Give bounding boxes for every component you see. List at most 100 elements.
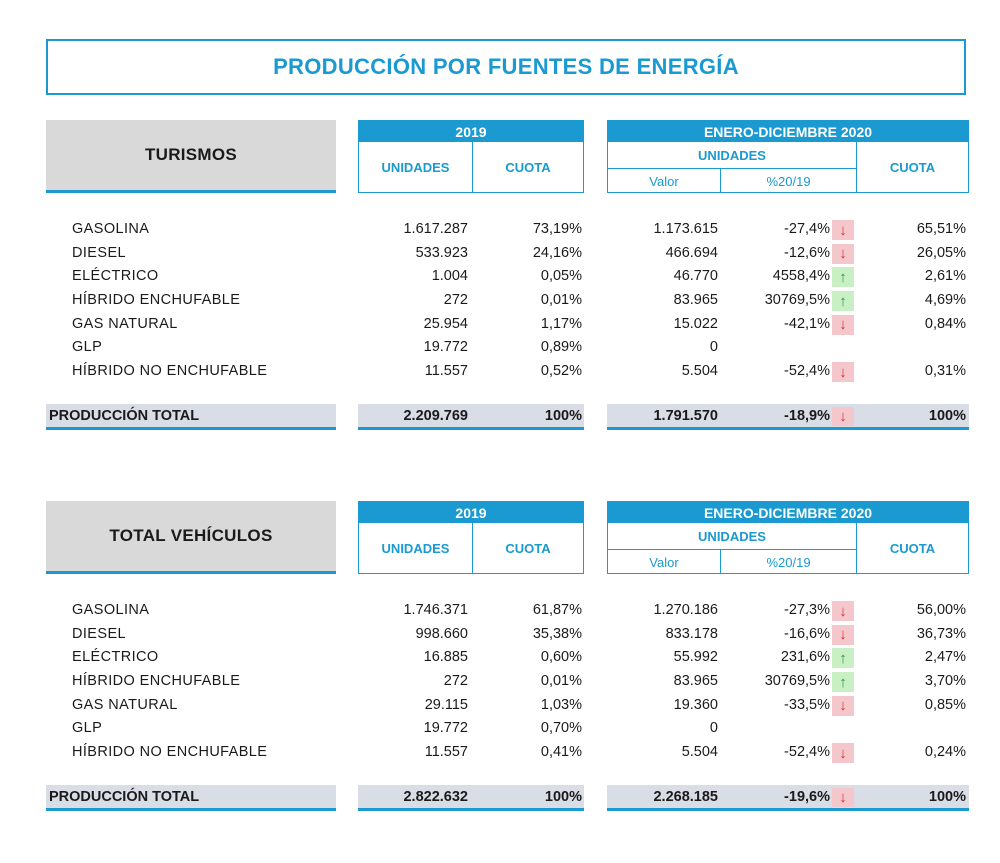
- trend-down-arrow-icon: ↓: [832, 743, 854, 764]
- energy-source-name: DIESEL: [72, 625, 126, 642]
- total-units-2019: 2.209.769: [403, 408, 468, 424]
- units-2020: 833.178: [665, 625, 718, 642]
- col-unidades-2020: UNIDADES: [698, 528, 766, 544]
- units-2020: 466.694: [665, 244, 718, 261]
- col-cuota-2020: CUOTA: [889, 541, 936, 556]
- trend-down-arrow-icon: ↓: [832, 362, 854, 383]
- units-2019: 1.004: [431, 268, 468, 285]
- share-2019: 0,01%: [540, 292, 582, 309]
- table-row: GASOLINA 1.746.371 61,87% 1.270.186 -27,…: [0, 599, 1000, 623]
- units-2019: 272: [443, 673, 468, 690]
- table-row: HÍBRIDO ENCHUFABLE 272 0,01% 83.965 3076…: [0, 670, 1000, 694]
- share-2020: 0,24%: [924, 744, 966, 761]
- energy-source-name: DIESEL: [72, 244, 126, 261]
- pct-change: 4558,4%: [772, 268, 830, 285]
- total-pct-change: -18,9%: [784, 408, 830, 424]
- share-2019: 24,16%: [532, 244, 582, 261]
- col-pct-2020: %20/19: [766, 554, 811, 570]
- section-turismos: TURISMOS 2019 UNIDADES CUOTA ENERO-DICIE…: [0, 120, 1000, 440]
- share-2019: 1,03%: [540, 696, 582, 713]
- col-cuota-2019: CUOTA: [505, 160, 551, 175]
- units-2020: 83.965: [673, 673, 718, 690]
- trend-down-arrow-icon: ↓: [832, 624, 854, 645]
- pct-change: 231,6%: [780, 649, 830, 666]
- trend-down-arrow-icon: ↓: [832, 243, 854, 264]
- col-pct-2020: %20/19: [766, 173, 811, 189]
- share-2019: 0,52%: [540, 363, 582, 380]
- units-2020: 83.965: [673, 292, 718, 309]
- units-2020: 0: [709, 720, 718, 737]
- table-row: DIESEL 998.660 35,38% 833.178 -16,6% ↓ 3…: [0, 623, 1000, 647]
- trend-up-arrow-icon: ↑: [832, 267, 854, 288]
- share-2020: 2,61%: [924, 268, 966, 285]
- trend-down-arrow-icon: ↓: [832, 695, 854, 716]
- units-2020: 1.173.615: [653, 221, 718, 237]
- energy-source-name: ELÉCTRICO: [72, 268, 159, 285]
- trend-up-arrow-icon: ↑: [832, 291, 854, 312]
- header-2019: 2019 UNIDADES CUOTA: [358, 120, 584, 193]
- pct-change: -33,5%: [784, 696, 830, 713]
- energy-source-name: HÍBRIDO ENCHUFABLE: [72, 292, 241, 309]
- energy-source-name: GLP: [72, 720, 103, 737]
- energy-source-name: HÍBRIDO ENCHUFABLE: [72, 673, 241, 690]
- share-2019: 73,19%: [532, 221, 582, 237]
- energy-source-name: GAS NATURAL: [72, 696, 178, 713]
- table-row: GASOLINA 1.617.287 73,19% 1.173.615 -27,…: [0, 218, 1000, 242]
- total-label: PRODUCCIÓN TOTAL: [49, 789, 200, 805]
- units-2020: 15.022: [673, 315, 718, 332]
- energy-source-name: GASOLINA: [72, 221, 150, 237]
- data-rows: GASOLINA 1.746.371 61,87% 1.270.186 -27,…: [0, 599, 1000, 765]
- header-2020: ENERO-DICIEMBRE 2020 UNIDADES Valor %20/…: [607, 501, 969, 574]
- share-2019: 0,01%: [540, 673, 582, 690]
- units-2019: 998.660: [415, 625, 468, 642]
- total-share-2020: 100%: [928, 408, 966, 424]
- units-2020: 0: [709, 339, 718, 356]
- units-2020: 5.504: [681, 363, 718, 380]
- header-2020: ENERO-DICIEMBRE 2020 UNIDADES Valor %20/…: [607, 120, 969, 193]
- units-2020: 5.504: [681, 744, 718, 761]
- units-2019: 11.557: [424, 744, 468, 761]
- pct-change: -27,4%: [784, 221, 830, 237]
- trend-down-arrow-icon: ↓: [832, 407, 854, 426]
- trend-up-arrow-icon: ↑: [832, 648, 854, 669]
- energy-source-name: HÍBRIDO NO ENCHUFABLE: [72, 363, 268, 380]
- share-2019: 0,60%: [540, 649, 582, 666]
- table-row: GLP 19.772 0,70% 0: [0, 717, 1000, 741]
- col-valor-2020: Valor: [649, 554, 679, 570]
- section-label: TURISMOS: [46, 120, 336, 193]
- trend-down-arrow-icon: ↓: [832, 314, 854, 335]
- header-2019: 2019 UNIDADES CUOTA: [358, 501, 584, 574]
- share-2020: 2,47%: [924, 649, 966, 666]
- share-2019: 0,41%: [540, 744, 582, 761]
- units-2019: 29.115: [424, 696, 468, 713]
- share-2020: 56,00%: [916, 602, 966, 618]
- header-year-2019: 2019: [359, 502, 583, 523]
- total-share-2019: 100%: [544, 789, 582, 805]
- total-label: PRODUCCIÓN TOTAL: [49, 408, 200, 424]
- total-share-2019: 100%: [544, 408, 582, 424]
- table-row: ELÉCTRICO 1.004 0,05% 46.770 4558,4% ↑ 2…: [0, 265, 1000, 289]
- share-2019: 0,05%: [540, 268, 582, 285]
- trend-up-arrow-icon: ↑: [832, 672, 854, 693]
- units-2019: 11.557: [424, 363, 468, 380]
- table-row: GAS NATURAL 25.954 1,17% 15.022 -42,1% ↓…: [0, 313, 1000, 337]
- energy-source-name: HÍBRIDO NO ENCHUFABLE: [72, 744, 268, 761]
- section-label: TOTAL VEHÍCULOS: [46, 501, 336, 574]
- col-cuota-2019: CUOTA: [505, 541, 551, 556]
- col-valor-2020: Valor: [649, 173, 679, 189]
- energy-source-name: GAS NATURAL: [72, 315, 178, 332]
- table-row: DIESEL 533.923 24,16% 466.694 -12,6% ↓ 2…: [0, 242, 1000, 266]
- trend-down-arrow-icon: ↓: [832, 788, 854, 807]
- total-pct-change: -19,6%: [784, 789, 830, 805]
- pct-change: -52,4%: [784, 363, 830, 380]
- units-2020: 1.270.186: [653, 602, 718, 618]
- share-2020: 0,31%: [924, 363, 966, 380]
- units-2020: 19.360: [673, 696, 718, 713]
- pct-change: -16,6%: [784, 625, 830, 642]
- pct-change: -42,1%: [784, 315, 830, 332]
- page-title: PRODUCCIÓN POR FUENTES DE ENERGÍA: [46, 39, 966, 95]
- total-units-2019: 2.822.632: [403, 789, 468, 805]
- pct-change: -12,6%: [784, 244, 830, 261]
- energy-source-name: GASOLINA: [72, 602, 150, 618]
- total-units-2020: 2.268.185: [653, 789, 718, 805]
